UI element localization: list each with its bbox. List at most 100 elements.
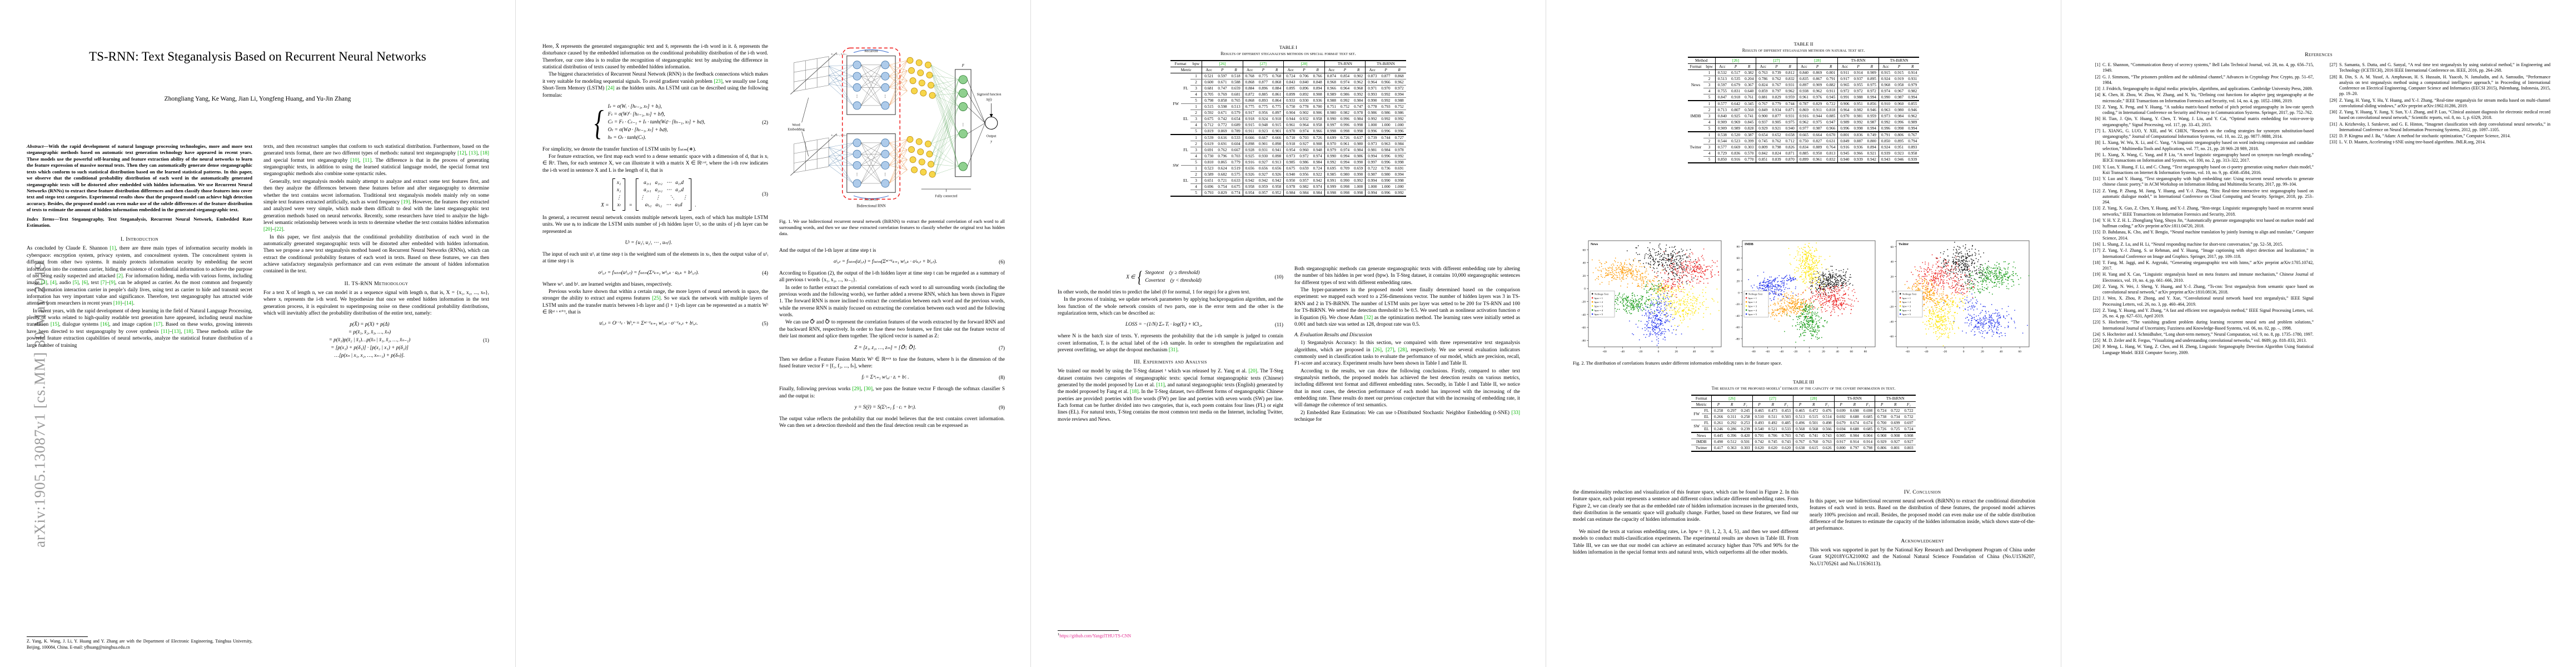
citation[interactable]: [17] [153, 322, 163, 328]
svg-text:-40: -40 [1621, 350, 1625, 354]
paragraph: Both steganographic methods can generate… [1294, 266, 1520, 286]
table-cell: 0.869 [1796, 107, 1811, 113]
citation[interactable]: [6] [82, 280, 88, 286]
citation[interactable]: [18] [184, 328, 193, 335]
reference-text: Z. Yang, N. Wei, J. Sheng, Y. Huang, and… [2102, 283, 2314, 295]
table-metric-header: P [1297, 67, 1311, 73]
table-cell: 0.775 [1256, 103, 1270, 110]
citation[interactable]: [26] [1373, 347, 1382, 353]
citation[interactable]: [32] [1364, 315, 1373, 321]
paragraph: We trained our model by using the T-Steg… [1058, 369, 1283, 422]
table-cell: 0.824 [1770, 150, 1783, 157]
page2-column-left: Here, X̄ represents the generated stegan… [542, 43, 768, 638]
citation[interactable]: [10] [113, 301, 122, 307]
svg-text:Output: Output [986, 135, 996, 138]
citation[interactable]: [13] [172, 328, 181, 335]
table-cell: 0.996 [1892, 119, 1906, 126]
citation[interactable]: [25] [652, 296, 661, 302]
citation[interactable]: [13] [469, 151, 478, 157]
reference-number: [26] [2092, 344, 2100, 350]
table-cell: 0.786 [1756, 76, 1770, 82]
table-cell: 0.692 [1833, 414, 1848, 420]
paragraph: For feature extraction, we first map eac… [542, 153, 768, 173]
citation[interactable]: [11] [161, 328, 170, 335]
citation[interactable]: [1] [109, 246, 116, 252]
table-cell: 0.984 [1311, 190, 1325, 197]
table-cell: 1.000 [1379, 122, 1393, 128]
citation[interactable]: [18] [1129, 389, 1139, 395]
table-cell: 0.946 [1892, 156, 1906, 163]
citation[interactable]: [22] [275, 227, 283, 233]
table-cell: 0.797 [1847, 445, 1861, 452]
citation[interactable]: [33] [1511, 410, 1521, 416]
table-metric-header: R [1824, 63, 1838, 70]
table-method-header: TS-RNN [1837, 57, 1879, 64]
citation[interactable]: [18] [480, 151, 489, 157]
table-cell: 0.936 [1851, 144, 1865, 151]
paragraph: the dimensionality reduction and visuali… [1573, 490, 1798, 523]
svg-text:20: 20 [1737, 280, 1740, 283]
paragraph: The output value reflects the probabilit… [779, 416, 1005, 429]
table-cell: 0.874 [1324, 73, 1338, 79]
table-metric-header: P [1728, 63, 1743, 70]
table-metric-header: R [1311, 67, 1325, 73]
citation[interactable]: [28] [1398, 347, 1407, 353]
table-cell: 0.945 [1824, 94, 1838, 101]
table-cell: 0.973 [1365, 141, 1379, 147]
citation[interactable]: [15] [50, 322, 59, 328]
citation[interactable]: [7] [100, 280, 107, 286]
table-metric-header: Acc [1283, 67, 1298, 73]
svg-text:News: News [1591, 243, 1598, 246]
citation[interactable]: [3] [41, 280, 47, 286]
table-cell: 0.923 [1256, 128, 1270, 135]
citation[interactable]: [11] [363, 157, 372, 163]
table-cell: 0.927 [1297, 141, 1311, 147]
reference-number: [21] [2092, 296, 2100, 301]
citation[interactable]: [2] [116, 273, 123, 279]
table-cell: 0.871 [1783, 150, 1797, 157]
citation[interactable]: [9] [109, 280, 116, 286]
table-cell: 0.963 [1379, 141, 1393, 147]
citation[interactable]: [14] [124, 301, 133, 307]
citation[interactable]: [20] [263, 227, 272, 233]
table-cell: 0.760 [1807, 439, 1821, 445]
citation[interactable]: [16] [100, 322, 109, 328]
citation[interactable]: [10] [350, 157, 360, 163]
citation[interactable]: [29] [852, 386, 861, 392]
citation[interactable]: [11] [1156, 382, 1165, 389]
table-cell: 0.382 [1742, 69, 1756, 76]
table-cell: 0.812 [1783, 69, 1797, 76]
citation[interactable]: [5] [72, 280, 79, 286]
table-cell: 0.261 [1711, 420, 1726, 426]
table-cell: 0.745 [1793, 432, 1807, 439]
table-cell: 0.829 [1215, 190, 1229, 197]
table-cell: 0.954 [1283, 147, 1298, 153]
citation[interactable]: [23] [714, 78, 723, 84]
citation[interactable]: [20] [1248, 369, 1257, 375]
citation[interactable]: [12] [457, 151, 466, 157]
citation[interactable]: [27] [1386, 347, 1394, 353]
svg-text:0: 0 [1584, 287, 1586, 291]
table-cell: 0.906 [1837, 100, 1852, 107]
citation[interactable]: [4] [50, 280, 57, 286]
github-link[interactable]: https://github.com/YangzlTHU/TS-CNN [1059, 633, 1132, 639]
reference-number: [6] [2095, 116, 2100, 122]
table-cell: 0.988 [1851, 94, 1865, 101]
table-cell: 0.592 [1202, 109, 1216, 116]
citation[interactable]: [31] [1168, 347, 1178, 353]
table-metric-header: F₁ [1738, 401, 1752, 408]
citation[interactable]: [19] [401, 199, 410, 205]
citation[interactable]: [30] [864, 386, 873, 392]
table-cell: 0.869 [1215, 128, 1229, 135]
svg-text:0: 0 [1892, 290, 1894, 293]
table-cell: 0.540 [1752, 426, 1766, 433]
citation[interactable]: [24] [606, 86, 615, 92]
table-cell: 0.978 [1352, 109, 1366, 116]
table-cell: 0.930 [1256, 153, 1270, 160]
table-cell: 0.654 [1756, 131, 1770, 138]
table-cell: 0.968 [1352, 85, 1366, 92]
table-cell: 0.682 [1215, 171, 1229, 178]
paragraph: Generally, text steganalysis models main… [263, 178, 489, 233]
figure-2-block: -60 -40 -20 0 20 40 60 -80 -60 -40 -20 0 20 40 60 News N… [1573, 238, 2034, 371]
table-cell: 0.909 [1715, 125, 1729, 132]
